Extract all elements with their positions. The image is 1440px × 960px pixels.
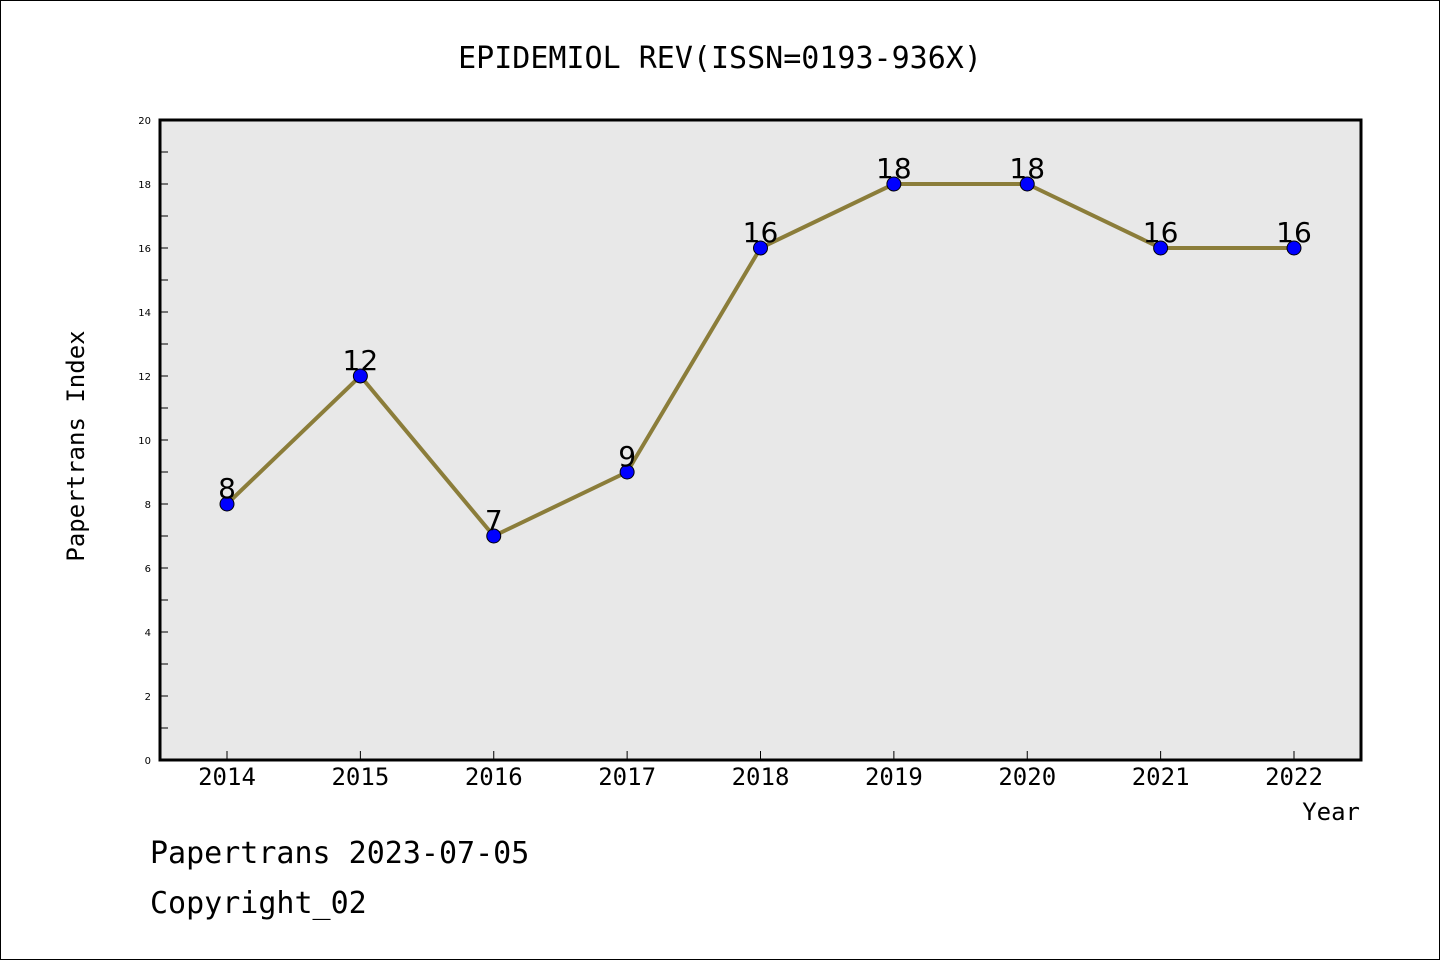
footer-copyright-line: Copyright_02 [150, 886, 367, 921]
data-point [486, 528, 502, 544]
x-tick-label: 2017 [598, 763, 656, 791]
data-label: 12 [343, 344, 379, 377]
x-tick-label: 2022 [1265, 763, 1323, 791]
y-tick-label: 20 [138, 116, 151, 127]
x-tick-label: 2021 [1132, 763, 1190, 791]
x-tick-label: 2018 [732, 763, 790, 791]
y-axis: 0 2 4 6 8 10 12 14 16 18 20 [138, 116, 168, 767]
y-tick-label: 0 [145, 756, 151, 767]
data-label: 16 [743, 216, 779, 249]
y-tick-label: 10 [138, 436, 151, 447]
data-point [1153, 240, 1169, 256]
y-tick-label: 16 [138, 244, 151, 255]
y-tick-label: 2 [145, 692, 151, 703]
data-label: 8 [218, 472, 236, 505]
x-tick-label: 2019 [865, 763, 923, 791]
data-points [219, 176, 1302, 544]
y-tick-label: 14 [138, 308, 151, 319]
y-axis-label: Papertrans Index [62, 330, 90, 561]
data-label: 16 [1276, 216, 1312, 249]
data-label: 18 [876, 152, 912, 185]
x-tick-label: 2014 [198, 763, 256, 791]
y-tick-label: 8 [145, 500, 151, 511]
data-label: 18 [1009, 152, 1045, 185]
y-tick-label: 12 [138, 372, 151, 383]
x-axis: 2014 2015 2016 2017 2018 2019 2020 2021 2022 [198, 751, 1323, 791]
chart-title: EPIDEMIOL REV(ISSN=0193-936X) [458, 41, 982, 76]
x-axis-label: Year [1302, 798, 1360, 826]
data-labels: 8 12 7 9 16 18 18 16 16 [218, 152, 1312, 537]
data-label: 9 [618, 440, 636, 473]
data-point [1286, 240, 1302, 256]
data-point [619, 464, 635, 480]
x-tick-label: 2015 [331, 763, 389, 791]
data-point [352, 368, 368, 384]
data-point [886, 176, 902, 192]
data-point [219, 496, 235, 512]
data-point [753, 240, 768, 256]
footer-date-line: Papertrans 2023-07-05 [150, 836, 530, 871]
data-label: 16 [1143, 216, 1179, 249]
y-tick-label: 4 [145, 628, 151, 639]
plot-area [158, 118, 1363, 762]
x-tick-label: 2016 [465, 763, 523, 791]
y-tick-label: 18 [138, 180, 151, 191]
data-label: 7 [485, 504, 503, 537]
x-tick-label: 2020 [998, 763, 1056, 791]
y-tick-label: 6 [145, 564, 151, 575]
data-point [1019, 176, 1035, 192]
